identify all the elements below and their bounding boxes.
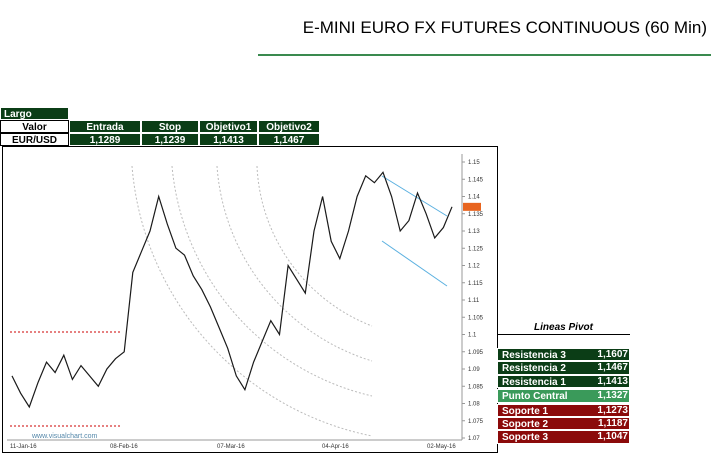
last-price bbox=[463, 202, 481, 211]
x-tick-label: 02-May-16 bbox=[427, 444, 456, 450]
title: E-MINI EURO FX FUTURES CONTINUOUS (60 Mi… bbox=[302, 18, 707, 37]
y-tick-label: 1.09 bbox=[468, 367, 480, 373]
pivot-title: Lineas Pivot bbox=[497, 321, 630, 335]
price-line bbox=[11, 171, 453, 409]
channel bbox=[381, 240, 448, 287]
column-header: Stop bbox=[141, 120, 199, 133]
y-tick-label: 1.075 bbox=[468, 419, 484, 425]
frame bbox=[2, 146, 498, 453]
y-tick-label: 1.14 bbox=[468, 195, 480, 201]
pivot-label: Soporte 1 bbox=[497, 403, 630, 417]
pivot-value: 1,1607 bbox=[597, 349, 628, 360]
x-tick-label: 11-Jan-16 bbox=[10, 444, 37, 450]
y-tick-label: 1.085 bbox=[468, 384, 484, 390]
column-header: Objetivo2 bbox=[258, 120, 320, 133]
cell: 1,1289 bbox=[69, 133, 141, 146]
table-title: Largo bbox=[0, 107, 69, 120]
pivot-value: 1,1327 bbox=[597, 390, 628, 402]
y-tick-label: 1.15 bbox=[468, 160, 480, 166]
column-header: Valor bbox=[0, 120, 69, 133]
cell: 1,1467 bbox=[258, 133, 320, 146]
cell: 1,1239 bbox=[141, 133, 199, 146]
channel bbox=[381, 175, 448, 217]
y-tick-label: 1.105 bbox=[468, 315, 484, 321]
pivot-label: Resistencia 2 bbox=[497, 361, 630, 375]
x-tick-label: 04-Apr-16 bbox=[322, 444, 349, 450]
chart: www.visualchart.com 1.07 1.075 1.08 1.085 1.… bbox=[2, 146, 498, 453]
cell: EUR/USD bbox=[0, 133, 69, 146]
y-tick-label: 1.145 bbox=[468, 177, 484, 183]
y-tick-label: 1.13 bbox=[468, 229, 480, 235]
x-tick-label: 08-Feb-16 bbox=[110, 444, 138, 450]
pivot-label: Resistencia 1 bbox=[497, 374, 630, 389]
x-tick-label: 07-Mar-16 bbox=[217, 444, 245, 450]
rule bbox=[258, 54, 711, 56]
pivot-value: 1,1273 bbox=[597, 404, 628, 416]
arcs bbox=[131, 165, 373, 437]
cell: 1,1413 bbox=[199, 133, 258, 146]
pivot-value: 1,1467 bbox=[597, 362, 628, 374]
y-tick-label: 1.07 bbox=[468, 436, 480, 442]
pivot-label: Punto Central bbox=[497, 389, 630, 403]
pivot-label: Soporte 3 bbox=[497, 430, 630, 444]
pivot-label: Soporte 2 bbox=[497, 417, 630, 431]
column-header: Objetivo1 bbox=[199, 120, 258, 133]
pivot-value: 1,1413 bbox=[597, 375, 628, 387]
y-tick-label: 1.1 bbox=[468, 333, 477, 339]
y-tick-label: 1.095 bbox=[468, 350, 484, 356]
column-header: Entrada bbox=[69, 120, 141, 133]
y-tick-label: 1.115 bbox=[468, 281, 483, 287]
y-tick-label: 1.08 bbox=[468, 402, 480, 408]
pivot-label: Resistencia 3 bbox=[497, 348, 630, 362]
y-tick-label: 1.135 bbox=[468, 212, 484, 218]
y-tick-label: 1.12 bbox=[468, 264, 480, 270]
y-tick-label: 1.11 bbox=[468, 298, 480, 304]
pivot-value: 1,1187 bbox=[597, 418, 628, 429]
y-tick-label: 1.125 bbox=[468, 246, 484, 252]
pivot-value: 1,1047 bbox=[597, 431, 628, 443]
watermark: www.visualchart.com bbox=[31, 433, 98, 440]
